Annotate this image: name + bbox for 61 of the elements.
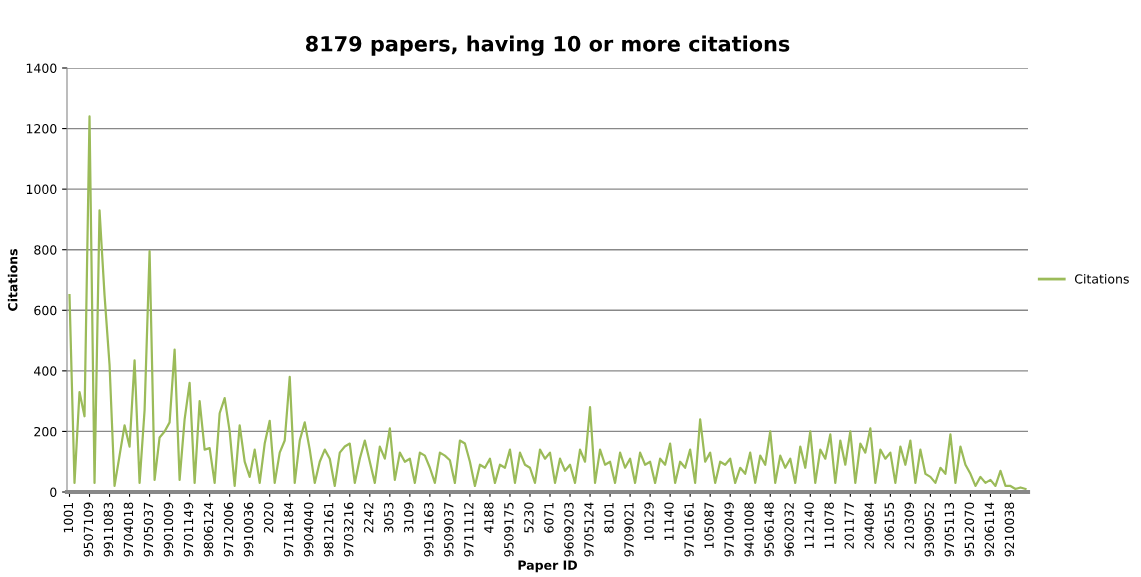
x-tick-label: 9512070 [964,502,975,557]
x-tick-label: 9712006 [223,502,234,557]
y-tick-label: 0 [50,487,57,497]
x-tick-label: 9911083 [103,502,114,557]
y-tick-label: 600 [34,305,57,316]
x-tick-label: 9509175 [504,502,514,557]
legend-label: Citations [1074,273,1129,284]
x-tick-label: 8101 [604,502,614,533]
x-tick-label: 9904040 [303,502,314,557]
x-tick-label: 9609203 [564,502,574,557]
x-tick-label: 9507109 [83,502,94,557]
x-tick-label: 9705037 [143,502,154,557]
x-tick-label: 9812161 [323,502,334,557]
x-tick-label: 9710161 [684,502,694,557]
x-tick-label: 9309052 [924,502,935,557]
x-tick-label: 9709021 [624,502,634,557]
x-tick-label: 2242 [363,502,374,533]
x-tick-label: 1001 [63,502,74,533]
y-tick-label: 400 [34,366,57,376]
x-tick-label: 111078 [824,502,834,549]
x-tick-label: 11140 [664,502,674,541]
x-tick-label: 105087 [704,502,714,549]
x-tick-label: 9602032 [784,502,794,557]
x-tick-label: 9206114 [984,502,995,557]
x-tick-label: 206155 [884,502,894,549]
x-tick-label: 201177 [844,502,854,549]
x-tick-label: 3053 [384,502,394,533]
x-tick-label: 9711184 [283,502,294,557]
x-tick-label: 9711112 [464,502,474,557]
line-series [68,115,1027,491]
x-tick-label: 9704018 [123,502,134,557]
x-tick-label: 3109 [404,502,414,533]
x-tick-label: 9710049 [724,502,734,557]
x-tick-label: 2020 [263,502,274,533]
y-tick-label: 200 [34,426,57,437]
x-axis-title: Paper ID [518,560,577,573]
x-tick-label: 9911163 [424,502,434,557]
x-tick-label: 9509037 [444,502,454,557]
x-tick-label: 210309 [904,502,914,549]
x-tick-label: 10129 [644,502,654,541]
x-tick-label: 9901009 [163,502,174,557]
y-tick-label: 800 [34,245,57,255]
y-axis-title: Citations [7,249,18,311]
x-tick-label: 4188 [484,502,494,533]
x-tick-label: 9703216 [343,502,354,557]
x-tick-label: 9506148 [764,502,774,557]
x-tick-label: 9806124 [203,502,214,557]
x-tick-label: 9705124 [584,502,594,557]
x-tick-label: 9401008 [744,502,754,557]
y-tick-label: 1400 [26,63,57,73]
y-tick-label: 1200 [26,124,57,134]
x-tick-label: 112140 [804,502,814,549]
x-tick-label: 6071 [544,502,554,533]
x-tick-label: 9210038 [1004,502,1015,557]
x-tick-label: 204084 [864,502,874,549]
x-tick-label: 9701149 [183,502,194,557]
x-tick-label: 9705113 [944,502,955,557]
y-tick-label: 1000 [26,184,57,195]
chart-title: 8179 papers, having 10 or more citations [305,35,790,56]
x-tick-label: 9910036 [243,502,254,557]
x-tick-label: 5230 [524,502,534,533]
